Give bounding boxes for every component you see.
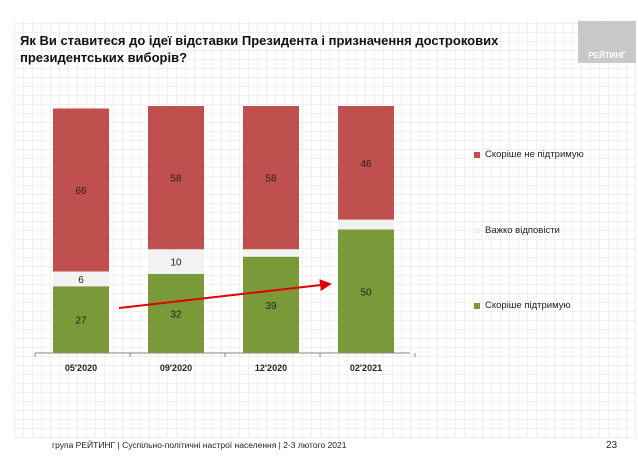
legend-swatch	[474, 151, 480, 158]
trend-arrow	[118, 279, 332, 309]
legend-item-support: Скоріше підтримую	[474, 300, 571, 311]
bar-segment	[243, 249, 299, 257]
bar-segment	[243, 106, 299, 250]
data-label: 32	[170, 309, 182, 320]
data-label: 6	[78, 275, 84, 286]
data-label: 66	[75, 186, 87, 197]
bar-segment	[148, 273, 204, 353]
legend-label: Скоріше підтримую	[485, 300, 571, 311]
page-number: 23	[606, 440, 618, 451]
bar-segment	[53, 271, 109, 287]
legend-item-oppose: Скоріше не підтримую	[474, 149, 584, 160]
data-label: 58	[170, 174, 182, 185]
logo-text: РЕЙТИНГ	[588, 51, 626, 60]
legend-item-undecided: Важко відповісти	[474, 225, 560, 236]
background-grid	[14, 20, 636, 438]
bar-segment	[53, 108, 109, 272]
logo: РЕЙТИНГ	[578, 21, 636, 63]
data-label: 58	[265, 174, 277, 185]
page-title: Як Ви ставитеся до ідеї відставки Презид…	[20, 33, 499, 65]
legend-label: Скоріше не підтримую	[485, 149, 584, 160]
bar-segment	[53, 286, 109, 353]
bar-segment	[243, 256, 299, 353]
bar-segment	[338, 219, 394, 230]
data-label: 10	[170, 258, 182, 269]
bar-segment	[148, 249, 204, 274]
data-label: 50	[360, 287, 372, 298]
x-tick-label: 09'2020	[160, 363, 192, 373]
x-tick-label: 12'2020	[255, 363, 287, 373]
data-label: 39	[265, 301, 277, 312]
legend-label: Важко відповісти	[485, 225, 560, 236]
x-tick-label: 02'2021	[350, 363, 382, 373]
bar-segment	[148, 106, 204, 250]
footer: група РЕЙТИНГ | Суспільно-політичні наст…	[52, 440, 347, 450]
bar-segment	[338, 106, 394, 220]
data-label: 27	[75, 316, 87, 327]
data-label: 46	[360, 159, 372, 170]
bar-segment	[338, 229, 394, 353]
x-tick-label: 05'2020	[65, 363, 97, 373]
legend-swatch	[474, 302, 480, 309]
legend-swatch	[474, 227, 480, 234]
